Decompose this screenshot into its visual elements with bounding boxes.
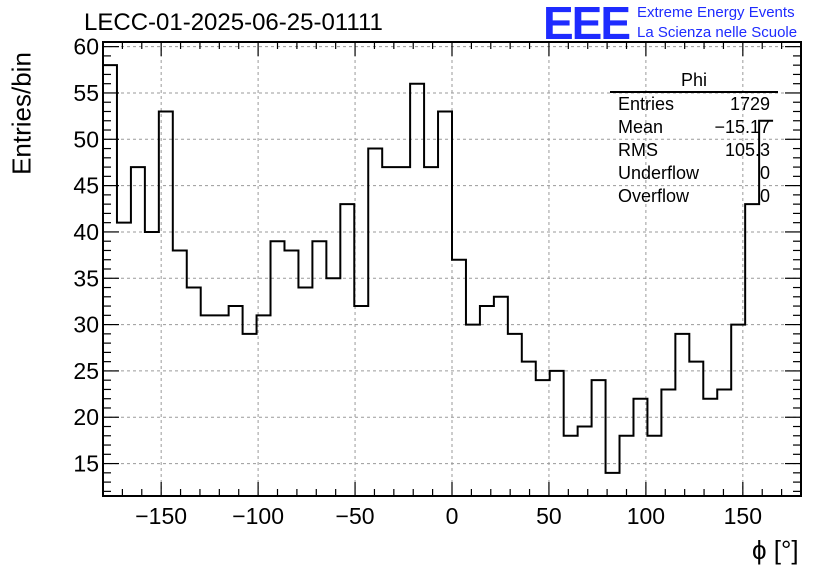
stats-value: 0 xyxy=(759,186,770,206)
x-tick-label: −100 xyxy=(232,503,284,529)
x-tick-labels: −150 −100 −50 0 50 100 150 xyxy=(135,503,762,529)
stats-row-rms: RMS 105.3 xyxy=(610,139,778,162)
chart-title: LECC-01-2025-06-25-01111 xyxy=(84,9,383,36)
stats-label: Mean xyxy=(618,117,664,137)
logo-line-2: La Scienza nelle Scuole xyxy=(637,24,798,41)
y-tick-label: 45 xyxy=(73,173,99,199)
y-tick-label: 15 xyxy=(73,451,99,477)
logo-line-1: Extreme Energy Events xyxy=(637,4,795,21)
y-tick-labels: 15 20 25 30 35 40 45 50 55 60 xyxy=(73,34,99,477)
stats-row-mean: Mean −15.17 xyxy=(610,116,778,139)
stats-label: RMS xyxy=(618,140,658,160)
x-tick-label: 50 xyxy=(536,503,562,529)
stats-label: Overflow xyxy=(618,186,690,206)
plot-frame xyxy=(102,41,802,497)
stats-value: 105.3 xyxy=(724,140,770,160)
x-tick-label: 150 xyxy=(724,503,762,529)
eee-logo: EEE xyxy=(543,0,631,49)
x-tick-label: −150 xyxy=(135,503,187,529)
y-tick-label: 20 xyxy=(73,404,99,430)
stats-label: Entries xyxy=(618,94,675,114)
x-tick-label: 100 xyxy=(627,503,665,529)
stats-row-overflow: Overflow 0 xyxy=(610,185,778,208)
x-tick-label: −50 xyxy=(336,503,375,529)
stats-label: Underflow xyxy=(618,163,700,183)
y-tick-label: 30 xyxy=(73,312,99,338)
stats-row-underflow: Underflow 0 xyxy=(610,162,778,185)
stats-value: −15.17 xyxy=(714,117,770,137)
y-tick-label: 35 xyxy=(73,265,99,291)
y-tick-label: 25 xyxy=(73,358,99,384)
stats-value: 0 xyxy=(759,163,770,183)
stats-value: 1729 xyxy=(729,94,770,114)
stats-box: Phi Entries 1729 Mean −15.17 RMS 105.3 Unde… xyxy=(610,70,778,208)
stats-box-title: Phi xyxy=(610,70,778,93)
y-tick-label: 40 xyxy=(73,219,99,245)
histogram-line xyxy=(103,64,774,474)
x-axis-label: ϕ [°] xyxy=(752,535,799,565)
y-axis-label: Entries/bin xyxy=(6,52,37,175)
axis-ticks xyxy=(102,42,802,496)
y-tick-label: 60 xyxy=(73,34,99,60)
stats-row-entries: Entries 1729 xyxy=(610,93,778,116)
y-tick-label: 55 xyxy=(73,80,99,106)
y-tick-label: 50 xyxy=(73,126,99,152)
x-tick-label: 0 xyxy=(446,503,459,529)
